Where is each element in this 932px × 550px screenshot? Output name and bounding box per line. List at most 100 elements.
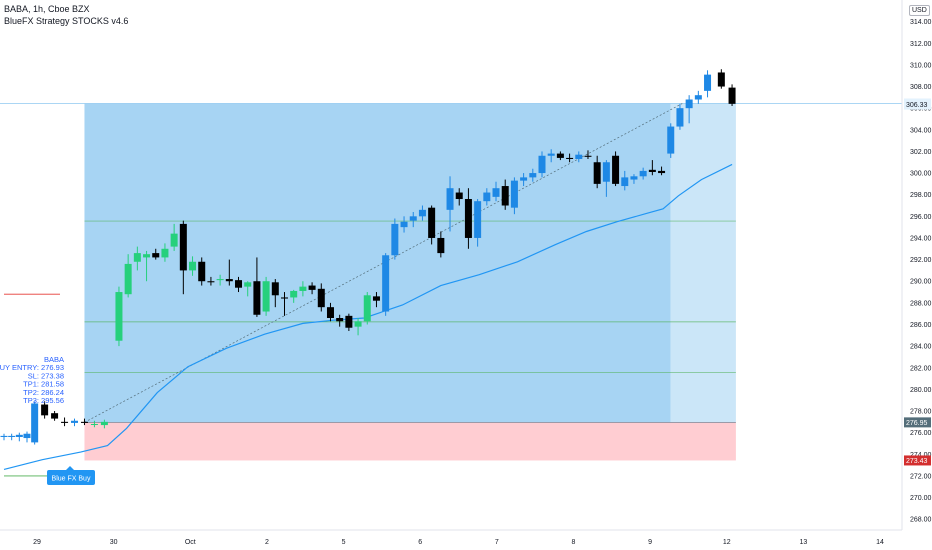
candle [262, 276, 270, 316]
candle [556, 151, 564, 161]
candle-body [100, 421, 108, 426]
candle [189, 256, 197, 276]
candle-body [271, 282, 279, 296]
candle-body [317, 288, 325, 308]
candle [8, 433, 16, 441]
candle-body [437, 237, 445, 254]
profit-zone [84, 103, 671, 423]
candle [280, 292, 288, 316]
candle-body [575, 154, 583, 159]
candle-body [51, 413, 59, 419]
candle [464, 188, 472, 249]
candle [100, 419, 108, 429]
candle [80, 418, 88, 426]
price-tag: 276.95 [904, 417, 931, 428]
entry-annotation-line: BUY ENTRY: 276.93 [0, 363, 64, 372]
candle [694, 90, 702, 104]
candle [437, 231, 445, 258]
time-tick-label: 6 [418, 539, 422, 546]
candle-body [80, 421, 88, 423]
price-tag: 306.33 [904, 99, 931, 110]
candle-body [363, 295, 371, 322]
candle-body [520, 177, 528, 181]
candle-body [382, 255, 390, 312]
candle-body [90, 424, 98, 425]
candle-body [418, 209, 426, 217]
candle-body [336, 318, 344, 322]
candle-body [639, 170, 647, 177]
candle-body [547, 153, 555, 156]
candle-body [667, 126, 675, 154]
candle-body [143, 254, 151, 258]
time-tick-label: Oct [185, 539, 196, 546]
candle [115, 286, 123, 347]
candle-body [409, 216, 417, 221]
time-tick-label: 13 [799, 539, 807, 546]
candle [317, 283, 325, 312]
candle [520, 173, 528, 187]
candle-body [133, 253, 141, 262]
signal-button[interactable]: Blue FX Buy [47, 466, 95, 485]
candle-body [262, 281, 270, 312]
price-tag-bg [904, 417, 931, 428]
price-tag-bg [904, 455, 931, 466]
candle-body [23, 433, 31, 439]
price-tick-label: 294.00 [910, 235, 932, 242]
price-tick-label: 288.00 [910, 300, 932, 307]
candle-body [483, 192, 491, 202]
candle [345, 313, 353, 331]
candle-body [593, 162, 601, 184]
candle [483, 188, 491, 206]
candle [372, 292, 380, 308]
candle-body [280, 297, 288, 299]
candle [648, 160, 656, 176]
price-tick-label: 276.00 [910, 430, 932, 437]
candle [391, 218, 399, 260]
candle-body [428, 207, 436, 238]
price-tag-label: 276.95 [906, 420, 928, 427]
candle [446, 176, 454, 232]
candle-body [612, 155, 620, 184]
price-tick-label: 304.00 [910, 127, 932, 134]
candle [299, 281, 307, 297]
candle [0, 433, 8, 441]
candle-body [446, 188, 454, 210]
candle-body [225, 279, 233, 282]
candle-body [630, 176, 638, 180]
time-tick-label: 2 [265, 539, 269, 546]
candle [455, 188, 463, 206]
candle-body [501, 186, 509, 206]
candle-body [648, 169, 656, 172]
candle-body [161, 248, 169, 258]
candle [639, 167, 647, 180]
candle-body [0, 435, 8, 437]
candle [418, 205, 426, 221]
candle [179, 220, 187, 295]
candle [198, 257, 206, 286]
candle-body [290, 290, 298, 298]
candle [290, 289, 298, 303]
entry-annotation-line: TP2: 286.24 [23, 388, 64, 397]
profit-zone-projected [670, 103, 736, 423]
candle-body [253, 281, 261, 315]
candle [602, 160, 610, 197]
price-tick-label: 292.00 [910, 257, 932, 264]
candle-body [216, 279, 224, 281]
currency-badge[interactable]: USD [909, 5, 930, 16]
price-tag-label: 306.33 [906, 102, 928, 109]
candle [704, 70, 712, 98]
candle [244, 281, 252, 297]
candle-body [529, 173, 537, 178]
candle [90, 420, 98, 428]
time-tick-label: 30 [110, 539, 118, 546]
candle-body [584, 155, 592, 157]
signal-arrow [66, 466, 74, 470]
candle [717, 69, 725, 89]
candle-body [235, 280, 243, 288]
candle [143, 250, 151, 282]
candle-body [676, 108, 684, 127]
candle-body [566, 157, 574, 159]
entry-annotation-line: TP1: 281.58 [23, 380, 64, 389]
